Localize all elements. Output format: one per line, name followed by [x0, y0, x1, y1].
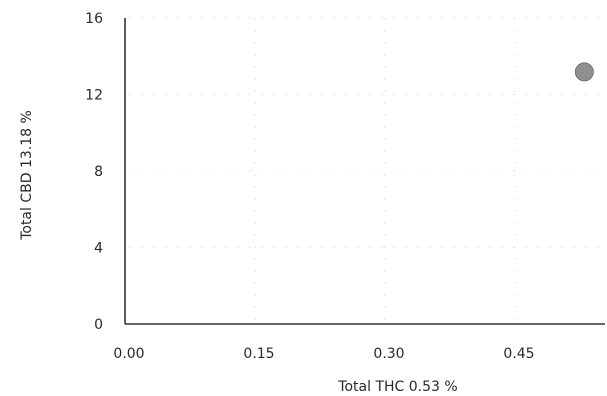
- x-tick-label: 0.15: [243, 346, 274, 362]
- x-tick-label: 0.30: [373, 346, 404, 362]
- grid: [129, 17, 605, 320]
- y-axis-ticks: 16 12 8 4 0: [85, 11, 103, 333]
- y-axis-title: Total CBD 13.18 %: [19, 110, 35, 241]
- y-tick-label: 16: [85, 11, 103, 27]
- x-tick-label: 0.45: [503, 346, 534, 362]
- x-axis-ticks: 0.00 0.15 0.30 0.45: [113, 346, 534, 362]
- x-axis-title: Total THC 0.53 %: [337, 379, 457, 395]
- data-point: [574, 62, 594, 82]
- axes: [124, 18, 605, 325]
- y-tick-label: 12: [85, 88, 103, 104]
- data-points: [574, 62, 594, 82]
- y-tick-label: 4: [94, 241, 103, 257]
- x-tick-label: 0.00: [113, 346, 144, 362]
- y-tick-label: 8: [94, 164, 103, 180]
- y-tick-label: 0: [94, 317, 103, 333]
